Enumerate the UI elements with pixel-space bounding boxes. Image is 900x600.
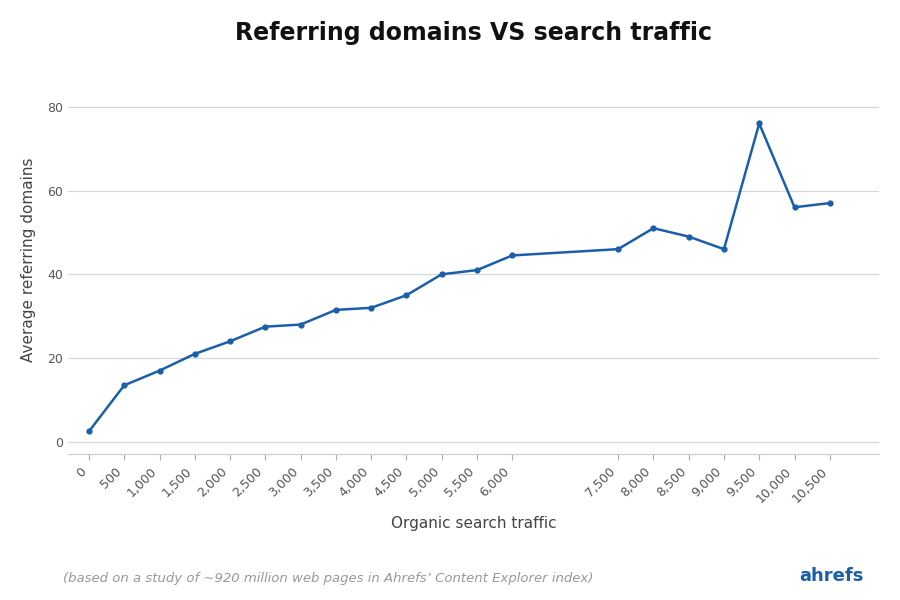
Text: (based on a study of ~920 million web pages in Ahrefs’ Content Explorer index): (based on a study of ~920 million web pa… <box>63 572 593 585</box>
Y-axis label: Average referring domains: Average referring domains <box>21 157 36 362</box>
Text: ahrefs: ahrefs <box>799 567 864 585</box>
X-axis label: Organic search traffic: Organic search traffic <box>391 516 556 531</box>
Title: Referring domains VS search traffic: Referring domains VS search traffic <box>235 21 712 45</box>
